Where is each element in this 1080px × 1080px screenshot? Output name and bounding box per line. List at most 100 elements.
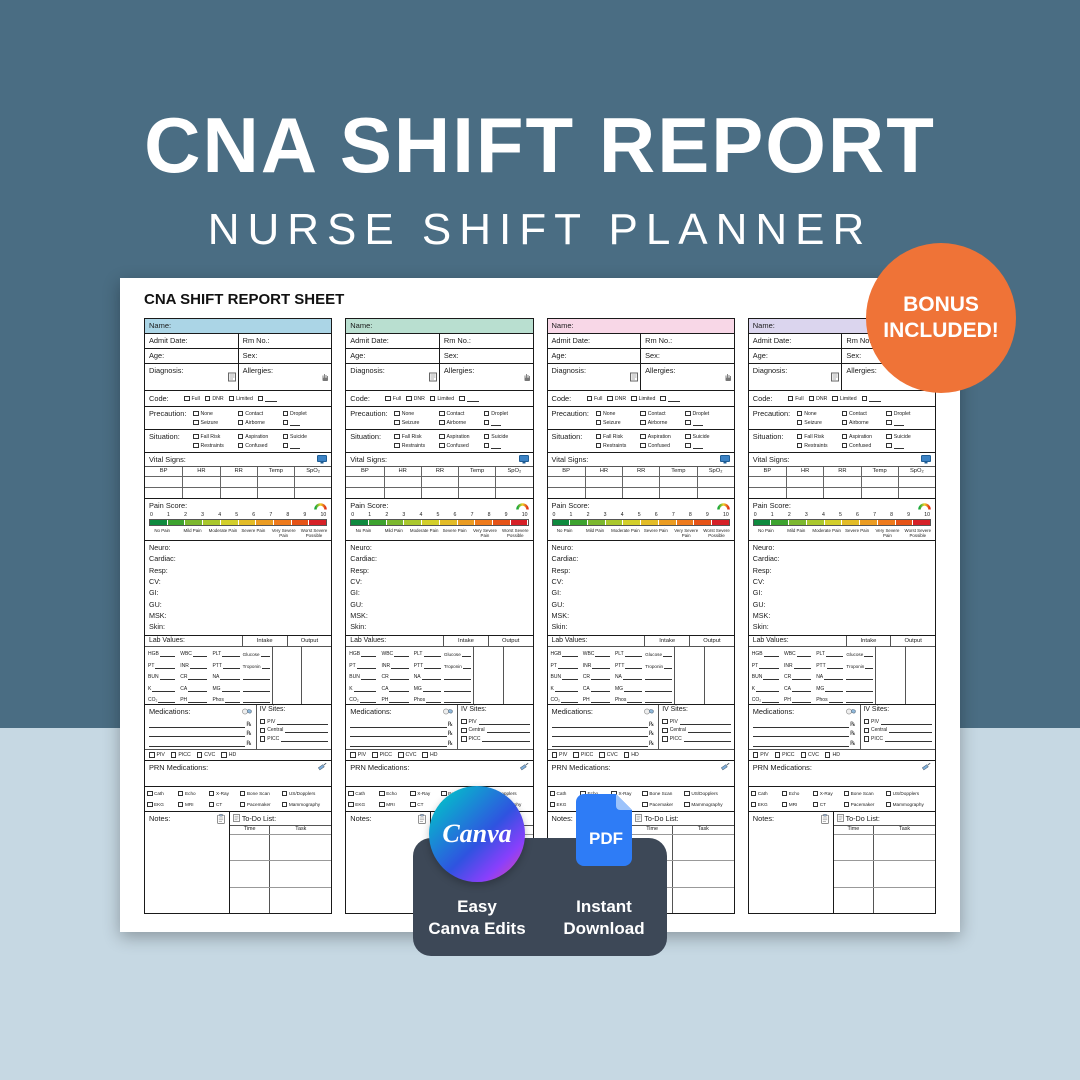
document-icon bbox=[227, 372, 236, 382]
checkbox bbox=[595, 419, 601, 426]
checkbox bbox=[549, 790, 555, 797]
situation-field: Situation: Fall Risk Aspiration Suicide … bbox=[748, 429, 935, 452]
todo-row bbox=[833, 861, 935, 888]
lab-field bbox=[242, 682, 272, 693]
checkbox bbox=[439, 410, 445, 417]
name-field: Name: bbox=[547, 319, 734, 333]
syringe-icon bbox=[921, 762, 931, 772]
checkbox bbox=[282, 442, 288, 449]
syringe-icon bbox=[519, 762, 529, 772]
code-option-other bbox=[257, 395, 278, 402]
access-option: CVC bbox=[196, 752, 215, 758]
lab-field: Phos bbox=[813, 693, 845, 704]
access-option: HD bbox=[221, 752, 236, 758]
lab-field: BUN bbox=[346, 670, 378, 681]
checkbox bbox=[841, 442, 847, 449]
patient-column: Name: Admit Date: Rm No.: Age: Sex: Diag… bbox=[144, 318, 333, 914]
lab-field: Troponin bbox=[443, 659, 473, 670]
situation-option: Restraints bbox=[595, 442, 641, 449]
lab-field: CA bbox=[177, 682, 209, 693]
vitals-header: SpO₂ bbox=[897, 467, 935, 476]
precaution-option-other bbox=[886, 419, 931, 426]
iv-site-option: PIV bbox=[461, 717, 530, 726]
checkbox bbox=[461, 718, 467, 725]
intake-cell bbox=[875, 681, 905, 693]
procedure-option: US/Dopplers bbox=[684, 790, 731, 797]
rx-symbol: ℞ bbox=[850, 740, 856, 747]
age-label: Age: bbox=[350, 351, 366, 360]
checkbox bbox=[573, 752, 579, 758]
iv-site-option: Central bbox=[863, 726, 932, 735]
precaution-field: Precaution: None Contact Droplet Seizure… bbox=[547, 406, 734, 429]
situation-option-other bbox=[483, 442, 529, 449]
pills-icon bbox=[845, 708, 856, 715]
checkbox bbox=[193, 410, 199, 417]
diagnosis-row: Diagnosis: Allergies: bbox=[547, 363, 734, 390]
precaution-option: Seizure bbox=[193, 420, 238, 426]
procedure-option: Mammography bbox=[684, 801, 731, 808]
assessment-label: MSK: bbox=[752, 610, 771, 620]
lab-field: MG bbox=[612, 682, 644, 693]
precaution-field: Precaution: None Contact Droplet Seizure… bbox=[145, 406, 332, 429]
checkbox bbox=[429, 395, 436, 402]
checkbox bbox=[483, 419, 490, 426]
pain-scale-labels: No Pain Mild Pain Moderate Pain Severe Pain… bbox=[556, 527, 730, 538]
lab-values-label: Lab Values: bbox=[752, 637, 789, 645]
checkbox bbox=[631, 395, 637, 402]
access-row: PIV PICC CVC HD bbox=[748, 748, 935, 760]
vitals-cell bbox=[145, 476, 183, 487]
age-label: Age: bbox=[752, 351, 768, 360]
vitals-header: HR bbox=[584, 467, 622, 476]
lab-field: HGB bbox=[346, 647, 378, 658]
code-option: DNR bbox=[607, 396, 626, 402]
allergy-hand-icon bbox=[523, 373, 531, 382]
vitals-header: BP bbox=[763, 468, 772, 474]
assessment-label: CV: bbox=[551, 576, 564, 586]
intake-header: Intake bbox=[845, 636, 891, 647]
age-field: Age: bbox=[346, 349, 439, 363]
procedure-option: EKG bbox=[750, 801, 782, 808]
checkbox bbox=[595, 442, 601, 449]
situation-field: Situation: Fall Risk Aspiration Suicide … bbox=[547, 429, 734, 452]
checkbox bbox=[662, 727, 668, 734]
medication-line: ℞ bbox=[752, 737, 857, 747]
checkbox bbox=[595, 410, 601, 417]
situation-label: Situation: bbox=[350, 432, 382, 441]
vital-signs-label: Vital Signs: bbox=[149, 455, 186, 464]
prn-medications-section: PRN Medications: bbox=[145, 759, 332, 786]
assessment-label: GU: bbox=[350, 599, 364, 609]
diagnosis-field: Diagnosis: bbox=[145, 364, 238, 390]
vitals-cell bbox=[495, 476, 533, 487]
access-option: PIV bbox=[551, 752, 567, 758]
iv-sites-label: IV Sites: bbox=[461, 706, 487, 714]
iv-site-option: PIV bbox=[662, 717, 731, 726]
checkbox bbox=[372, 752, 378, 758]
procedure-option: MRI bbox=[781, 801, 813, 808]
diagnosis-field: Diagnosis: bbox=[749, 364, 842, 390]
checkbox bbox=[441, 790, 447, 797]
checkbox bbox=[282, 433, 288, 440]
code-option: Full bbox=[184, 396, 200, 402]
procedure-option: Bone Scan bbox=[239, 790, 282, 797]
lab-field: BUN bbox=[749, 670, 781, 681]
vitals-cell bbox=[547, 487, 585, 498]
assessment-label: Skin: bbox=[149, 622, 165, 632]
checkbox bbox=[281, 790, 288, 797]
intake-cell bbox=[674, 681, 704, 693]
assessment-label: GI: bbox=[551, 588, 562, 598]
medications-section: Medications: ℞ ℞ ℞ IV Sites: PIV Central… bbox=[145, 704, 332, 749]
assessment-label: GU: bbox=[551, 599, 565, 609]
checkbox bbox=[885, 801, 892, 808]
precaution-option: Airborne bbox=[640, 420, 685, 426]
blank-line bbox=[869, 396, 882, 402]
diagnosis-label: Diagnosis: bbox=[752, 366, 788, 375]
iv-sites-label: IV Sites: bbox=[259, 706, 286, 714]
vitals-cell bbox=[823, 487, 861, 498]
procedure-option: US/Dopplers bbox=[885, 790, 933, 797]
bonus-badge-line1: BONUS bbox=[903, 292, 979, 316]
diagnosis-row: Diagnosis: Allergies: bbox=[346, 363, 533, 390]
access-row: PIV PICC CVC HD bbox=[547, 748, 734, 760]
pain-score-label: Pain Score: bbox=[551, 501, 590, 510]
diagnosis-label: Diagnosis: bbox=[350, 366, 385, 375]
lab-field bbox=[644, 682, 674, 693]
